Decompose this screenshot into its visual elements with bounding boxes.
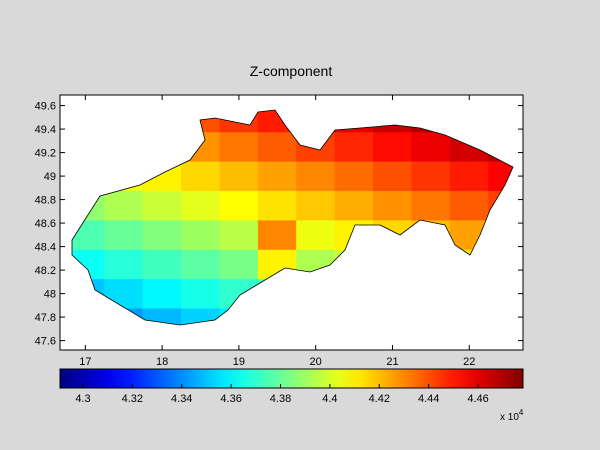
contour-cell [181, 278, 220, 309]
contour-cell [142, 219, 182, 250]
contour-cell [373, 161, 412, 192]
x-tick-label: 20 [310, 356, 322, 368]
contour-cell [334, 190, 374, 221]
y-tick-label: 49.6 [35, 101, 56, 113]
colorbar [59, 368, 524, 389]
contour-cell [257, 219, 297, 250]
colorbar-tick-label: 4.3 [75, 393, 90, 405]
y-tick-label: 49.4 [35, 124, 56, 136]
colorbar-tick-label: 4.38 [270, 393, 291, 405]
region-outline [71, 109, 514, 326]
contour-cell [257, 131, 297, 162]
contour-cell [373, 131, 412, 162]
x-tick-label: 21 [386, 356, 398, 368]
x-tick-label: 18 [156, 356, 168, 368]
y-tick-label: 49.2 [35, 148, 56, 160]
contour-cell [334, 161, 374, 192]
contour-cell [142, 249, 182, 280]
contour-cell [449, 161, 489, 192]
y-tick-label: 48 [44, 289, 56, 301]
contour-cell [296, 190, 336, 221]
contour-cell [104, 249, 144, 280]
chart-title: Z-component [250, 63, 333, 79]
contour-cell [142, 190, 182, 221]
contour-cell [296, 219, 336, 250]
contour-cell [219, 249, 259, 280]
contour-cell [449, 190, 489, 221]
contour-cell [219, 131, 259, 162]
contour-cell [334, 131, 374, 162]
colorbar-tick-label: 4.42 [369, 393, 390, 405]
y-tick-label: 48.4 [35, 242, 56, 254]
colorbar-tick-label: 4.44 [418, 393, 439, 405]
contour-cell [257, 161, 297, 192]
contour-cell [219, 219, 259, 250]
contour-cell [411, 131, 451, 162]
x-tick-label: 19 [233, 356, 245, 368]
contour-cell [296, 161, 336, 192]
contour-cell [219, 161, 259, 192]
contour-cell [373, 190, 412, 221]
contour-cell [181, 219, 220, 250]
y-tick-label: 48.6 [35, 218, 56, 230]
colorbar-tick-label: 4.36 [220, 393, 241, 405]
y-tick-label: 47.6 [35, 336, 56, 348]
colorbar-tick-label: 4.32 [122, 393, 143, 405]
multiplier-exponent: 4 [519, 408, 524, 417]
multiplier-base: x 10 [500, 412, 519, 423]
contour-cell [104, 219, 144, 250]
x-tick-label: 17 [79, 356, 91, 368]
contour-cell [411, 161, 451, 192]
colorbar-tick-label: 4.46 [467, 393, 488, 405]
colorbar-tick-label: 4.34 [171, 393, 192, 405]
contour-cell [181, 161, 220, 192]
y-tick-label: 47.8 [35, 312, 56, 324]
contour-cell [219, 190, 259, 221]
y-tick-label: 48.2 [35, 265, 56, 277]
contour-cell [411, 190, 451, 221]
contour-cell [104, 190, 144, 221]
y-tick-label: 48.8 [35, 195, 56, 207]
contour-cell [257, 190, 297, 221]
colorbar-tick-label: 4.4 [322, 393, 337, 405]
contour-cell [142, 278, 182, 309]
colorbar-multiplier: x 104 [500, 408, 524, 423]
x-tick-label: 22 [463, 356, 475, 368]
contour-cell [181, 249, 220, 280]
y-tick-label: 49 [44, 171, 56, 183]
contour-cell [181, 190, 220, 221]
